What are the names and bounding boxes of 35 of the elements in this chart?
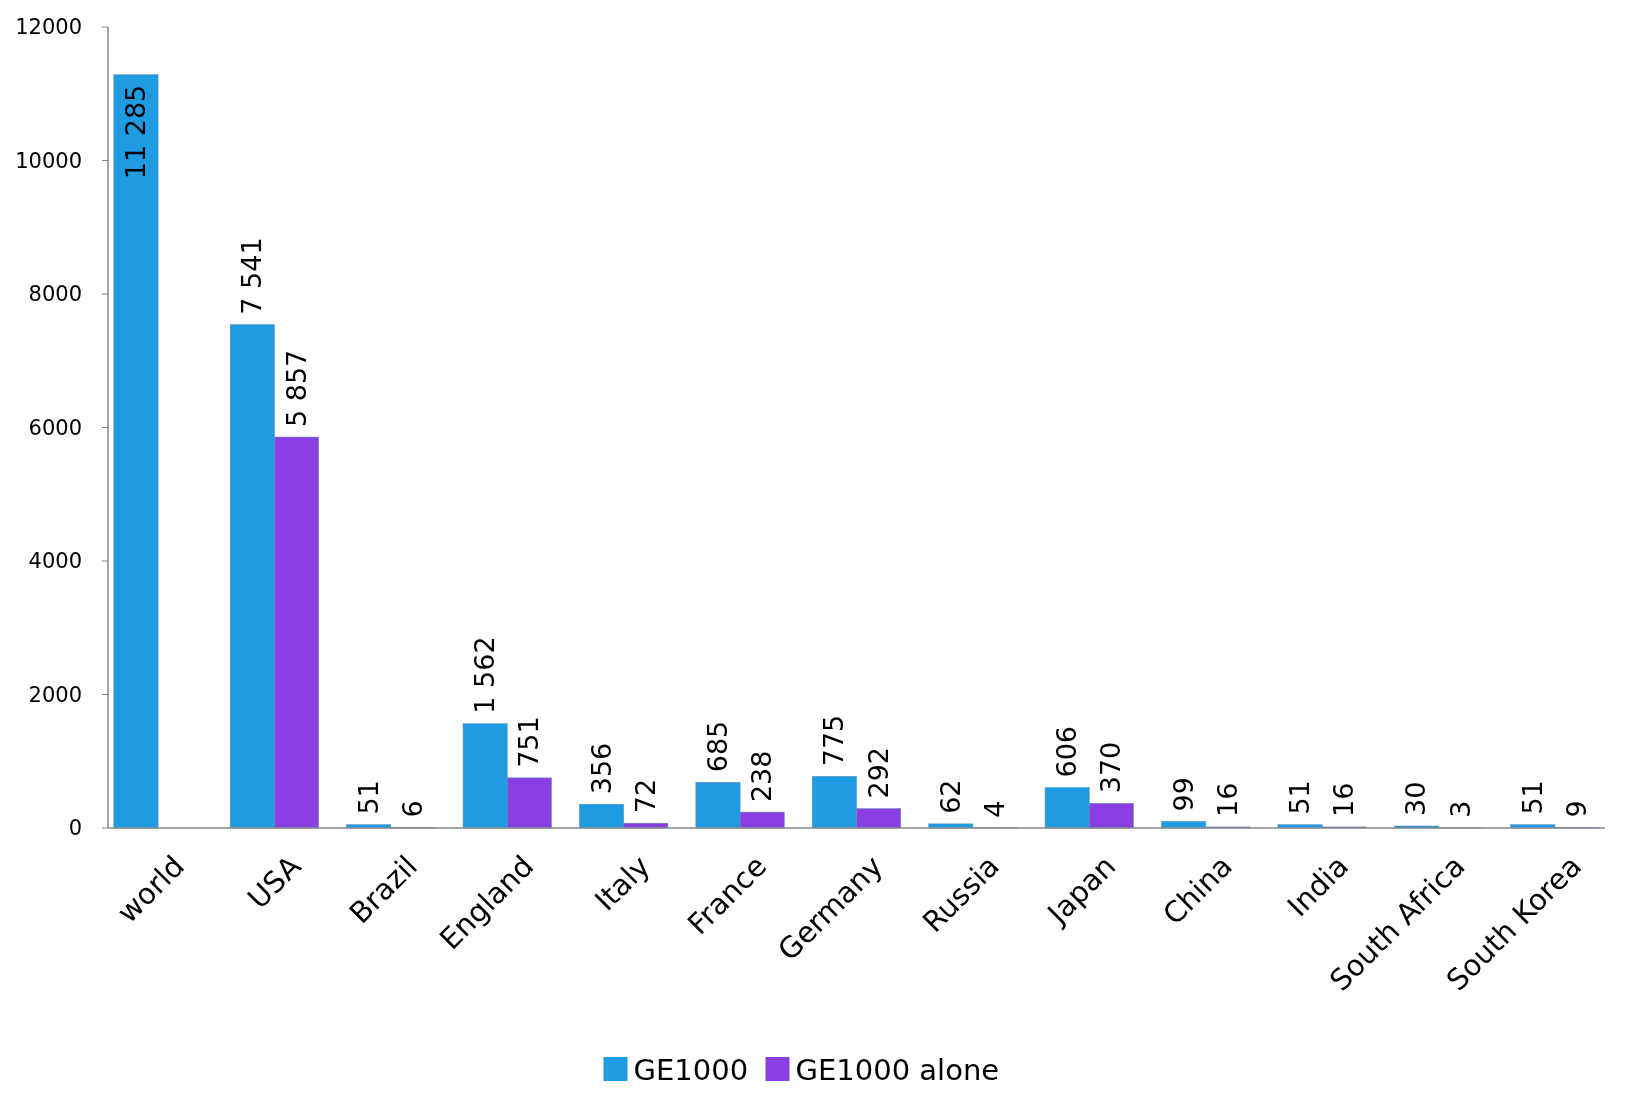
data-label: 685: [701, 720, 733, 773]
data-label: 62: [934, 779, 966, 814]
data-label: 72: [629, 778, 661, 814]
legend-label: GE1000 alone: [795, 1053, 1000, 1087]
data-label: 6: [396, 800, 428, 818]
data-label: 9: [1561, 800, 1593, 818]
data-label: 3: [1444, 800, 1476, 818]
data-label: 51: [1516, 780, 1548, 815]
y-tick-label: 12000: [15, 15, 82, 40]
x-tick-label: USA: [240, 848, 308, 916]
data-label: 11 285: [119, 84, 151, 180]
data-label: 775: [818, 714, 850, 767]
data-label: 356: [585, 742, 617, 795]
y-tick-label: 6000: [28, 415, 82, 440]
data-label: 1 562: [469, 636, 501, 714]
y-tick-label: 8000: [28, 282, 82, 307]
data-label: 16: [1328, 782, 1360, 817]
data-label: 238: [746, 750, 778, 803]
data-label: 4: [979, 800, 1011, 818]
data-label: 51: [1284, 780, 1316, 815]
data-label: 292: [862, 746, 894, 799]
legend-label: GE1000: [633, 1053, 749, 1087]
data-label: 5 857: [280, 349, 312, 428]
data-label: 606: [1051, 726, 1083, 778]
data-label: 51: [352, 780, 384, 815]
data-label: 370: [1095, 741, 1127, 794]
y-tick-label: 10000: [15, 148, 82, 173]
data-label: 7 541: [236, 237, 268, 315]
data-label: 30: [1400, 781, 1432, 816]
data-label: 16: [1211, 782, 1243, 817]
y-tick-label: 0: [68, 816, 82, 841]
y-tick-label: 2000: [28, 682, 82, 707]
data-label: 99: [1167, 777, 1199, 812]
data-label: 751: [513, 716, 545, 768]
y-tick-label: 4000: [28, 549, 82, 574]
